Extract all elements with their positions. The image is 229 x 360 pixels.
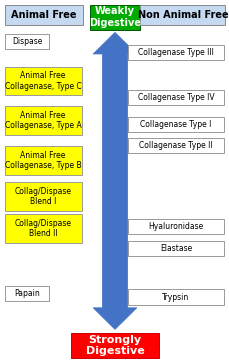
- Text: Animal Free
Collagenase, Type C: Animal Free Collagenase, Type C: [5, 71, 81, 91]
- Text: Animal Free
Collagenase, Type B: Animal Free Collagenase, Type B: [5, 150, 81, 170]
- Polygon shape: [93, 32, 136, 329]
- Text: Animal Free: Animal Free: [11, 10, 76, 20]
- Text: Dispase: Dispase: [12, 37, 42, 46]
- FancyBboxPatch shape: [5, 34, 49, 49]
- FancyBboxPatch shape: [127, 45, 223, 60]
- FancyBboxPatch shape: [127, 219, 223, 234]
- Text: Hyaluronidase: Hyaluronidase: [148, 222, 203, 231]
- Text: Collag/Dispase
Blend II: Collag/Dispase Blend II: [15, 219, 71, 238]
- FancyBboxPatch shape: [5, 5, 82, 25]
- Text: Trypsin: Trypsin: [162, 292, 189, 302]
- Text: Papain: Papain: [14, 289, 40, 298]
- FancyBboxPatch shape: [140, 5, 224, 25]
- Text: Non Animal Free: Non Animal Free: [137, 10, 227, 20]
- FancyBboxPatch shape: [71, 333, 158, 358]
- FancyBboxPatch shape: [5, 286, 49, 301]
- FancyBboxPatch shape: [127, 241, 223, 256]
- FancyBboxPatch shape: [5, 182, 81, 211]
- Text: Weakly
Digestive: Weakly Digestive: [89, 6, 140, 28]
- Text: Animal Free
Collagenase, Type A: Animal Free Collagenase, Type A: [5, 111, 81, 130]
- FancyBboxPatch shape: [89, 5, 140, 30]
- Text: Collagenase Type I: Collagenase Type I: [140, 120, 211, 129]
- Text: Elastase: Elastase: [159, 244, 191, 253]
- Text: Strongly
Digestive: Strongly Digestive: [85, 335, 144, 356]
- FancyBboxPatch shape: [5, 146, 81, 175]
- Text: Collagenase Type III: Collagenase Type III: [137, 48, 213, 57]
- Text: Collagenase Type II: Collagenase Type II: [139, 141, 212, 150]
- FancyBboxPatch shape: [127, 289, 223, 305]
- FancyBboxPatch shape: [127, 138, 223, 153]
- FancyBboxPatch shape: [5, 67, 81, 95]
- Text: Collagenase Type IV: Collagenase Type IV: [137, 93, 213, 102]
- FancyBboxPatch shape: [5, 106, 81, 135]
- FancyBboxPatch shape: [5, 214, 81, 243]
- Text: Collag/Dispase
Blend I: Collag/Dispase Blend I: [15, 186, 71, 206]
- FancyBboxPatch shape: [127, 90, 223, 105]
- FancyBboxPatch shape: [127, 117, 223, 132]
